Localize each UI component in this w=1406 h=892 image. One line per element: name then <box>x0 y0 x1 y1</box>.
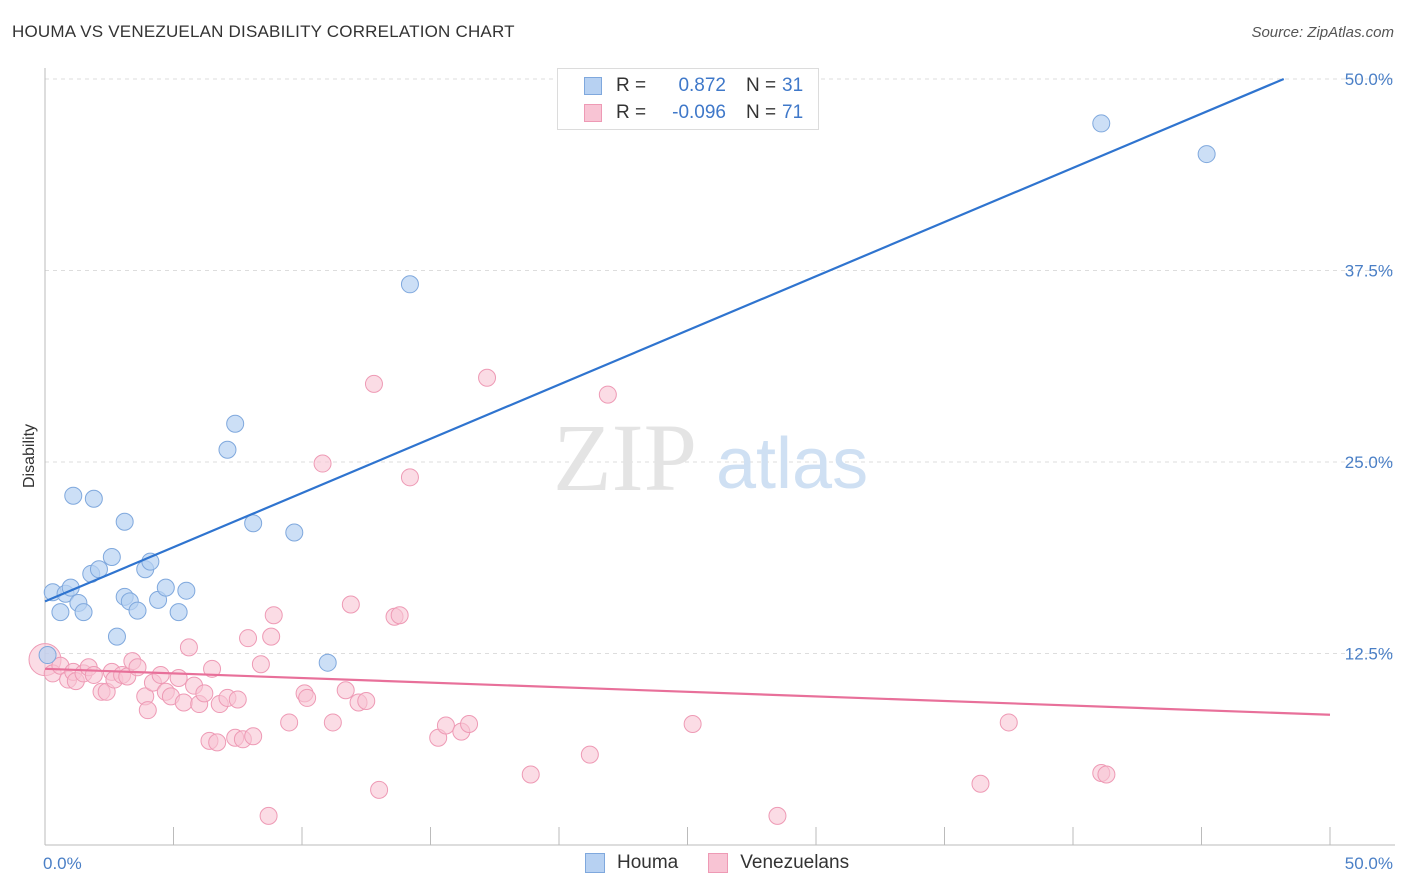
venezuelans-point <box>84 665 103 684</box>
venezuelans-trend-line <box>44 667 1331 716</box>
y-tick-label: 37.5% <box>1345 262 1393 281</box>
venezuelans-point <box>259 806 278 825</box>
houma-point <box>115 512 134 531</box>
houma-points <box>38 114 1216 672</box>
houma-point <box>128 601 147 620</box>
houma-point <box>244 514 263 533</box>
venezuelans-point <box>1097 765 1116 784</box>
venezuelans-point <box>999 713 1018 732</box>
watermark-atlas: atlas <box>716 424 868 504</box>
legend-row-venezuelans: R = -0.096 N = 71 <box>584 101 803 125</box>
legend-r-value: -0.096 <box>672 102 726 123</box>
venezuelans-point <box>436 716 455 735</box>
venezuelans-point <box>179 638 198 657</box>
houma-point <box>400 275 419 294</box>
venezuelans-point <box>244 727 263 746</box>
venezuelans-point <box>169 669 188 688</box>
houma-point <box>102 547 121 566</box>
legend-r-label: R = <box>616 102 647 123</box>
watermark: ZIP atlas <box>553 404 868 511</box>
legend-n-label: N = <box>746 102 777 123</box>
houma-point <box>1197 145 1216 164</box>
legend-n-label: N = <box>746 75 777 96</box>
venezuelans-point <box>370 780 389 799</box>
venezuelans-point <box>971 774 990 793</box>
y-tick-label: 50.0% <box>1345 70 1393 89</box>
venezuelans-point <box>228 690 247 709</box>
houma-point <box>38 646 57 665</box>
venezuelans-point <box>174 693 193 712</box>
legend: R = 0.872 N = 31 R = -0.096 N = 71 <box>557 68 819 130</box>
venezuelans-point <box>280 713 299 732</box>
venezuelans-point <box>203 659 222 678</box>
venezuelans-point <box>521 765 540 784</box>
venezuelans-point <box>460 714 479 733</box>
x-tick-label: 50.0% <box>1345 854 1393 873</box>
bottom-legend-venezuelans[interactable]: Venezuelans <box>708 852 849 874</box>
venezuelans-point <box>251 655 270 674</box>
houma-point <box>218 440 237 459</box>
venezuelans-point <box>598 385 617 404</box>
venezuelans-swatch <box>584 104 602 122</box>
venezuelans-point <box>768 806 787 825</box>
venezuelans-swatch <box>708 853 729 873</box>
bottom-legend-venezuelans-label: Venezuelans <box>740 852 850 873</box>
venezuelans-point <box>364 374 383 393</box>
source-label: Source: ZipAtlas.com <box>1251 24 1394 41</box>
venezuelans-point <box>264 606 283 625</box>
venezuelans-point <box>683 714 702 733</box>
venezuelans-point <box>478 368 497 387</box>
venezuelans-point <box>400 468 419 487</box>
houma-point <box>51 603 70 622</box>
venezuelans-point <box>390 606 409 625</box>
venezuelans-point <box>336 681 355 700</box>
venezuelans-point <box>208 733 227 752</box>
venezuelans-point <box>323 713 342 732</box>
houma-point <box>169 603 188 622</box>
legend-r-value: 0.872 <box>678 75 726 96</box>
houma-point <box>107 627 126 646</box>
venezuelans-point <box>580 745 599 764</box>
venezuelans-point <box>262 627 281 646</box>
y-tick-label: 25.0% <box>1345 453 1393 472</box>
houma-swatch <box>585 853 605 873</box>
venezuelans-point <box>313 454 332 473</box>
houma-trend-line <box>44 77 1285 603</box>
houma-point <box>318 653 337 672</box>
chart-title: HOUMA VS VENEZUELAN DISABILITY CORRELATI… <box>12 22 515 41</box>
bottom-legend-houma[interactable]: Houma <box>585 852 678 874</box>
grid-lines <box>45 78 1395 654</box>
houma-point <box>74 603 93 622</box>
bottom-legend: Houma Venezuelans <box>585 852 879 874</box>
venezuelans-point <box>138 701 157 720</box>
legend-row-houma: R = 0.872 N = 31 <box>584 74 803 98</box>
venezuelans-point <box>298 688 317 707</box>
houma-point <box>64 486 83 505</box>
venezuelans-point <box>239 629 258 648</box>
y-tick-label: 12.5% <box>1345 645 1393 664</box>
y-axis-title: Disability <box>21 424 38 488</box>
trend-lines <box>44 77 1331 716</box>
venezuelans-point <box>195 684 214 703</box>
legend-r-label: R = <box>616 75 647 96</box>
houma-point <box>1092 114 1111 133</box>
houma-point <box>84 489 103 508</box>
legend-n-value: 31 <box>782 75 804 96</box>
venezuelans-point <box>151 665 170 684</box>
axes <box>44 68 1395 846</box>
watermark-zip: ZIP <box>553 404 697 511</box>
houma-point <box>156 578 175 597</box>
houma-point <box>226 414 245 433</box>
houma-point <box>177 581 196 600</box>
venezuelans-point <box>341 595 360 614</box>
bottom-legend-houma-label: Houma <box>617 852 679 873</box>
houma-point <box>285 523 304 542</box>
x-tick-label: 0.0% <box>43 854 82 873</box>
x-tick-labels: 0.0% 50.0% <box>43 854 1393 873</box>
legend-n-value: 71 <box>782 102 804 123</box>
venezuelans-point <box>357 691 376 710</box>
y-tick-labels: 12.5% 25.0% 37.5% 50.0% <box>1345 70 1393 664</box>
houma-swatch <box>584 77 602 95</box>
